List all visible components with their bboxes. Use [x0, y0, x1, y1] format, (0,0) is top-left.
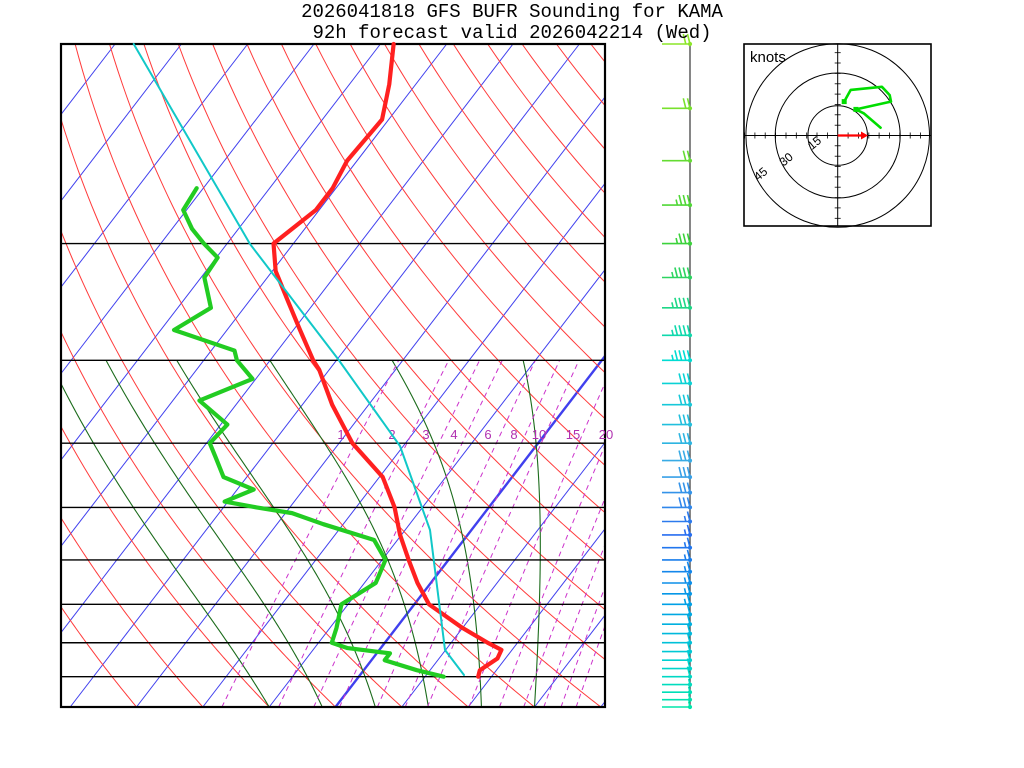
svg-text:10: 10 — [532, 427, 546, 442]
svg-text:20: 20 — [599, 427, 613, 442]
svg-text:3: 3 — [422, 427, 429, 442]
svg-text:knots: knots — [750, 49, 786, 66]
svg-text:6: 6 — [484, 427, 491, 442]
svg-text:8: 8 — [510, 427, 517, 442]
svg-text:4: 4 — [450, 427, 457, 442]
svg-text:15: 15 — [566, 427, 580, 442]
